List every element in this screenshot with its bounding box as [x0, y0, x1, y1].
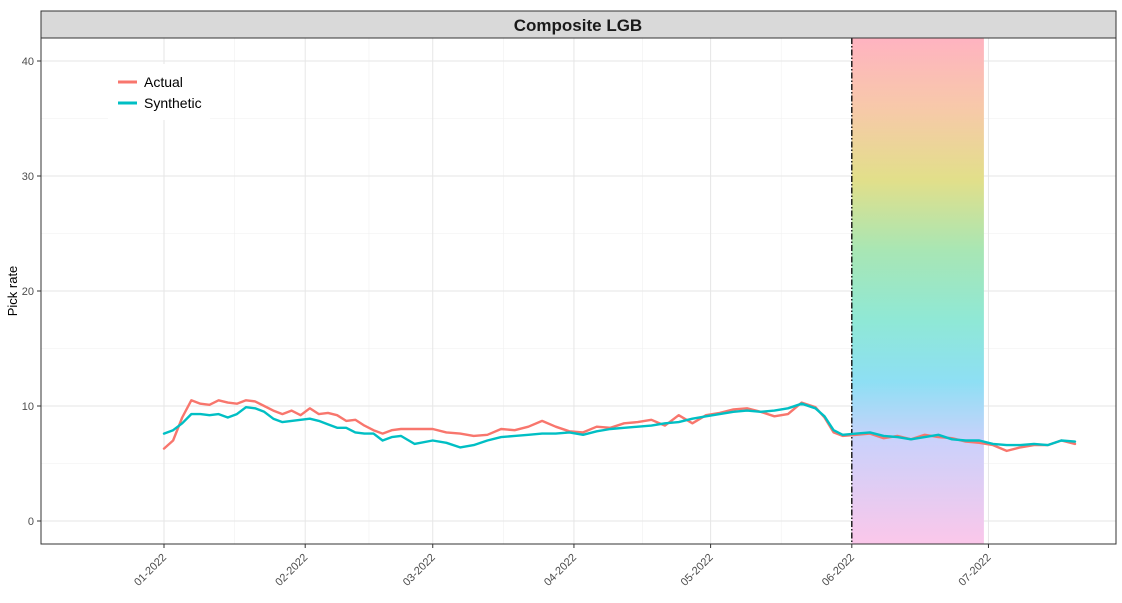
legend: Actual Synthetic: [108, 64, 210, 120]
x-tick-label: 03-2022: [401, 552, 438, 589]
y-axis-title: Pick rate: [5, 266, 20, 317]
y-tick-label: 0: [28, 516, 34, 528]
y-axis: 0 10 20 30 40: [22, 56, 41, 528]
x-tick-label: 05-2022: [679, 552, 716, 589]
highlight-band: [851, 38, 984, 544]
x-tick-label: 06-2022: [820, 552, 857, 589]
y-tick-label: 30: [22, 171, 34, 183]
chart-title: Composite LGB: [514, 16, 642, 35]
x-tick-label: 02-2022: [273, 552, 310, 589]
y-tick-label: 20: [22, 286, 34, 298]
legend-background: [108, 64, 210, 120]
legend-label-synthetic: Synthetic: [144, 95, 202, 111]
x-axis: 01-2022 02-2022 03-2022 04-2022 05-2022 06-20…: [132, 544, 994, 589]
y-tick-label: 10: [22, 401, 34, 413]
x-tick-label: 01-2022: [132, 552, 169, 589]
series-line-synthetic: [162, 402, 1077, 449]
strip-header: [40, 10, 1117, 39]
x-tick-label: 04-2022: [542, 552, 579, 589]
legend-label-actual: Actual: [144, 74, 183, 90]
x-tick-label: 07-2022: [957, 552, 994, 589]
series-lines: [162, 399, 1077, 453]
y-tick-label: 40: [22, 56, 34, 68]
